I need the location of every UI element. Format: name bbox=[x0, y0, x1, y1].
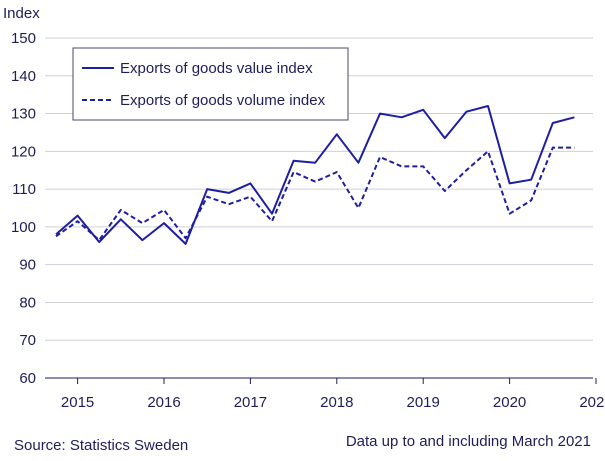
y-tick-label: 60 bbox=[19, 370, 36, 387]
x-tick-label: 2015 bbox=[61, 394, 94, 411]
y-tick-label: 100 bbox=[11, 219, 36, 236]
y-tick-label: 90 bbox=[19, 257, 36, 274]
series-line-value-index bbox=[55, 105, 575, 245]
y-tick-label: 140 bbox=[11, 68, 36, 85]
legend-label: Exports of goods value index bbox=[120, 60, 313, 77]
source-note: Source: Statistics Sweden bbox=[14, 437, 189, 454]
y-tick-label: 80 bbox=[19, 294, 36, 311]
legend: Exports of goods value index Exports of g… bbox=[72, 47, 349, 121]
y-axis-label: Index bbox=[3, 5, 40, 22]
data-note: Data up to and including March 2021 bbox=[345, 433, 591, 450]
series-line-volume-index bbox=[55, 146, 575, 242]
y-tick-label: 70 bbox=[19, 332, 36, 349]
axes: 60 70 80 90 100 110 120 130 140 150 Index 2015 2016 2… bbox=[3, 5, 605, 411]
x-tick-label: 2020 bbox=[493, 394, 526, 411]
legend-label: Exports of goods volume index bbox=[120, 92, 326, 109]
y-tick-label: 120 bbox=[11, 143, 36, 160]
x-tick-label: 2018 bbox=[320, 394, 353, 411]
x-tick-label: 2019 bbox=[407, 394, 440, 411]
x-tick-label: 2017 bbox=[234, 394, 267, 411]
x-tick-label: 2021 bbox=[579, 394, 605, 411]
y-tick-label: 110 bbox=[12, 181, 36, 198]
series bbox=[55, 105, 575, 245]
x-tick-label: 2016 bbox=[147, 394, 180, 411]
y-tick-label: 150 bbox=[11, 30, 36, 47]
y-tick-label: 130 bbox=[11, 106, 36, 123]
legend-box bbox=[72, 47, 349, 121]
